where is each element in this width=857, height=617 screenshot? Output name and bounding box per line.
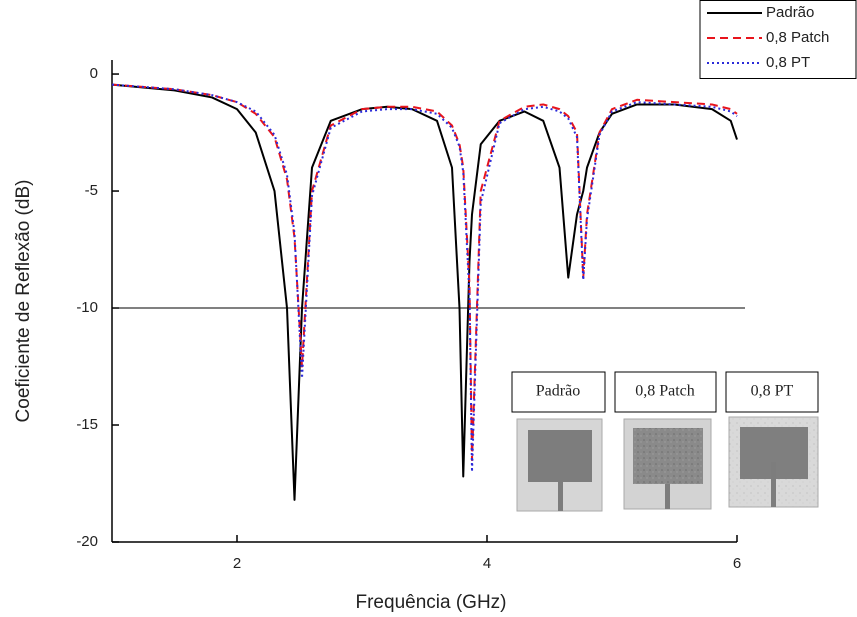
x-tick-label: 2: [233, 555, 241, 572]
inset-label-box: [511, 371, 606, 413]
y-tick-label: -15: [76, 416, 98, 433]
series-line: [111, 83, 738, 462]
inset-label-box: [614, 371, 717, 413]
legend-label: Padrão: [766, 4, 814, 21]
antenna-photo: [516, 418, 603, 512]
legend-label: 0,8 Patch: [766, 29, 829, 46]
y-tick-label: -5: [85, 182, 98, 199]
inset-label: Padrão: [536, 383, 580, 400]
x-tick-label: 6: [733, 555, 741, 572]
inset-label: 0,8 PT: [751, 383, 794, 400]
y-tick-label: -10: [76, 299, 98, 316]
antenna-photo: [623, 418, 712, 510]
inset-label-box: [725, 371, 819, 413]
legend: Padrão 0,8 Patch 0,8 PT: [699, 0, 857, 79]
y-tick-label: 0: [90, 65, 98, 82]
inset: Padrão 0,8 Patch 0,8 PT: [511, 371, 819, 512]
y-axis-label: Coeficiente de Reflexão (dB): [13, 180, 34, 423]
x-axis-label: Frequência (GHz): [356, 592, 507, 613]
antenna-photo: [728, 416, 819, 508]
y-tick-label: -20: [76, 533, 98, 550]
legend-label: 0,8 PT: [766, 54, 810, 71]
series-line: [111, 83, 738, 473]
inset-label: 0,8 Patch: [635, 383, 695, 400]
x-tick-label: 4: [483, 555, 491, 572]
